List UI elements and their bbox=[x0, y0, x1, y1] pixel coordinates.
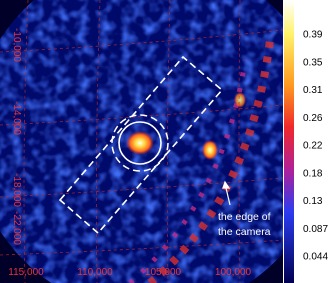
slit-region bbox=[58, 55, 224, 235]
x-label: 100,000 bbox=[215, 267, 252, 278]
y-labels: -10,000 -14,000 -18,000 -22,000 bbox=[11, 28, 22, 245]
colorbar-tick-label: 0.044 bbox=[303, 252, 328, 263]
x-label: 110,000 bbox=[77, 267, 113, 278]
y-label: -18,000 bbox=[11, 173, 22, 207]
source-circle bbox=[118, 121, 162, 165]
annotation: the camera bbox=[218, 226, 271, 238]
x-label: 115,000 bbox=[8, 267, 44, 278]
bright-knot bbox=[202, 140, 218, 160]
annotation: the edge of bbox=[218, 211, 271, 223]
colorbar-tick-label: 0.39 bbox=[303, 30, 323, 41]
colorbar-labels: 0.39 0.35 0.31 0.26 0.22 0.18 0.13 0.087 0.044 bbox=[303, 30, 328, 263]
colorbar-tick-label: 0.31 bbox=[303, 85, 323, 96]
colorbar-tick-label: 0.087 bbox=[303, 224, 328, 235]
x-label: 105,000 bbox=[145, 267, 182, 278]
bright-knot bbox=[234, 92, 246, 108]
background-annulus bbox=[111, 114, 169, 172]
bright-source bbox=[126, 131, 154, 155]
colorbar-tick-label: 0.13 bbox=[303, 196, 323, 207]
y-label: -14,000 bbox=[11, 101, 22, 135]
colorbar-tick-label: 0.18 bbox=[303, 168, 323, 179]
colorbar bbox=[284, 0, 294, 283]
colorbar-tick-label: 0.35 bbox=[303, 57, 323, 68]
colorbar-tick-label: 0.26 bbox=[303, 113, 323, 124]
coordinate-grid bbox=[0, 0, 284, 283]
camera-edge-band bbox=[147, 39, 274, 283]
x-labels: 115,000 110,000 105,000 100,000 bbox=[8, 267, 251, 278]
colorbar-tick-label: 0.22 bbox=[303, 141, 323, 152]
y-label: -10,000 bbox=[11, 28, 22, 62]
y-label: -22,000 bbox=[11, 211, 22, 245]
annotation-arrow bbox=[222, 180, 231, 206]
